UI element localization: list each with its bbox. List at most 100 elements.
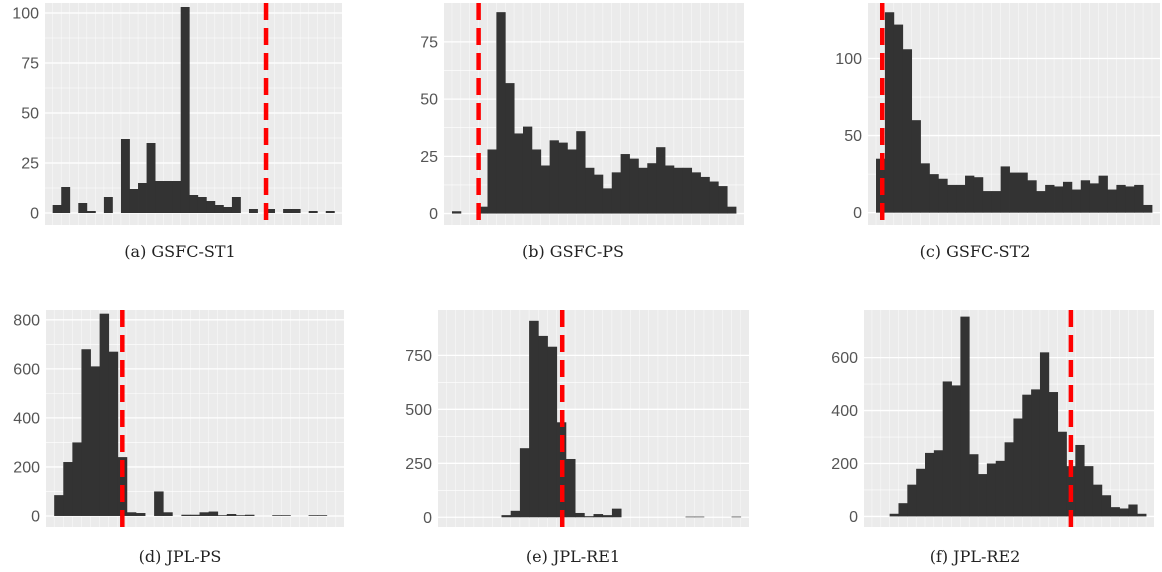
histogram-bar [995,460,1005,517]
histogram-bar [1110,507,1120,517]
histogram-bar [942,381,952,517]
histogram-bar [549,140,559,214]
histogram-bar [951,385,961,517]
y-tick-label: 0 [423,510,432,527]
y-tick-label: 600 [831,350,858,367]
histogram-bar [1054,186,1064,213]
histogram-bar [731,516,742,518]
histogram-bar [920,163,930,213]
histogram-bar [593,514,604,518]
histogram-bar [108,351,119,516]
caption-e: (e) JPL-RE1 [525,547,621,566]
caption-a: (a) GSFC-ST1 [124,242,236,261]
histogram-bar [190,514,200,516]
histogram-bar [898,503,908,517]
y-tick-label: 600 [13,361,40,378]
histogram-bar [576,131,586,214]
histogram-bar [602,515,613,518]
histogram-bar [1057,431,1067,517]
histogram-bar [217,515,228,516]
histogram-bar [126,512,137,516]
histogram-bar [308,515,319,516]
histogram-bar [889,513,899,517]
caption-d: (d) JPL-PS [138,547,222,566]
histogram-bar [960,316,970,517]
chart-panel-c: 0 50 100 [790,0,1160,230]
histogram-bar [973,177,984,213]
histogram-bar [584,516,594,518]
histogram-bar [911,120,921,213]
histogram-bar [86,211,96,213]
chart-svg-c: 0 50 100 [835,3,1160,225]
histogram-bar [1062,181,1073,213]
chart-panel-b: 0 25 50 75 [388,0,758,230]
histogram-bar [78,203,88,213]
histogram-bar [700,176,710,214]
histogram-bar [709,181,719,214]
histogram-bar [929,174,939,213]
histogram-bar [283,209,293,213]
histogram-bar [72,442,82,516]
histogram-bar [629,158,639,214]
caption-c: (c) GSFC-ST2 [919,242,1031,261]
y-tick-label: 500 [405,402,432,419]
y-tick-label: 100 [835,51,862,68]
histogram-bar [291,209,301,213]
histogram-bar [611,172,622,214]
histogram-bar [1128,504,1138,517]
histogram-bar [925,452,935,517]
histogram-bar [61,187,71,213]
histogram-bar [902,49,913,213]
histogram-bar [1027,180,1037,213]
histogram-bar [266,209,275,213]
histogram-bar [90,366,101,516]
y-tick-label: 50 [844,128,862,145]
histogram-bar [501,515,512,518]
histogram-bar [531,149,542,214]
histogram-bar [969,454,979,517]
histogram-bar [884,12,895,213]
histogram-bar [146,143,156,213]
y-tick-label: 100 [12,6,39,23]
histogram-bar [1116,184,1126,213]
histogram-bar [81,349,91,516]
y-tick-label: 800 [13,312,40,329]
histogram-bar [505,83,515,214]
histogram-bar [172,181,182,213]
histogram-bar [155,181,165,213]
histogram-bar [718,186,728,214]
histogram-bar [135,513,146,516]
y-tick-label: 200 [831,456,858,473]
histogram-bar [510,510,521,518]
histogram-bar [181,514,191,516]
histogram-bar [272,515,282,516]
histogram-bar [519,448,530,518]
histogram-bar [547,346,558,518]
chart-svg-b: 0 25 50 75 [420,3,744,225]
y-tick-label: 75 [420,34,438,51]
y-tick-label: 0 [30,206,39,223]
histogram-bar [1137,513,1147,517]
histogram-bar [244,514,255,516]
histogram-bar [235,515,246,516]
histogram-bar [965,175,975,213]
histogram-bar [223,207,233,213]
histogram-bar [986,463,997,517]
histogram-bar [52,205,62,213]
histogram-bar [487,149,497,214]
histogram-bar [1004,442,1014,517]
histogram-bar [1134,184,1144,213]
histogram-bar [691,172,701,214]
histogram-bar [514,133,524,214]
y-tick-label: 0 [429,206,438,223]
plot-background [45,3,342,225]
histogram-bar [214,205,224,213]
histogram-bar [180,7,190,213]
histogram-bar [727,206,737,214]
y-tick-label: 0 [849,509,858,526]
histogram-bar [558,142,568,214]
histogram-bar [978,474,988,517]
histogram-bar [1075,444,1085,517]
histogram-bar [99,313,110,516]
y-tick-label: 25 [420,149,438,166]
